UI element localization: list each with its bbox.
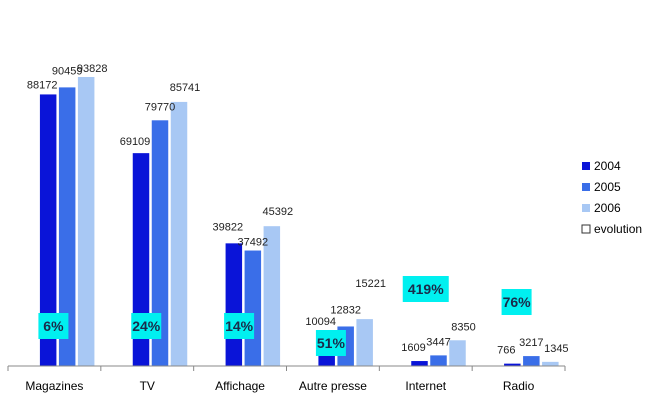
bar-radio-2006 xyxy=(542,361,559,366)
evolution-box xyxy=(501,289,532,315)
value-label: 12832 xyxy=(330,304,361,316)
value-label: 93828 xyxy=(77,63,108,75)
bar-tv-2005 xyxy=(151,120,169,366)
legend-label: 2004 xyxy=(594,159,621,173)
value-label: 10094 xyxy=(305,316,336,328)
evolution-box xyxy=(402,276,449,302)
value-label: 79770 xyxy=(145,101,176,113)
bar-internet-2004 xyxy=(411,361,428,366)
bar-internet-2006 xyxy=(449,340,466,366)
value-label: 88172 xyxy=(27,79,58,91)
evolution-label: 51% xyxy=(317,335,346,351)
evolution-box xyxy=(315,330,346,356)
legend-swatch xyxy=(582,183,590,191)
bars-layer xyxy=(39,77,559,366)
value-label: 85741 xyxy=(170,82,201,94)
category-label: Magazines xyxy=(25,379,83,393)
value-label: 69109 xyxy=(120,136,151,148)
legend-swatch xyxy=(582,162,590,170)
bar-tv-2006 xyxy=(170,101,188,366)
bar-affichage-2005 xyxy=(244,250,262,366)
evolution-labels-layer: 6% 24% 14% 51% 419% 76% xyxy=(38,276,532,356)
evolution-box xyxy=(224,313,255,339)
value-label: 3217 xyxy=(519,337,543,349)
value-label: 1609 xyxy=(401,342,425,354)
legend-swatch xyxy=(581,224,591,234)
evolution-label: 419% xyxy=(408,281,444,297)
category-label: Internet xyxy=(405,379,446,393)
bar-magazines-2004 xyxy=(39,94,57,366)
value-label: 1345 xyxy=(544,343,568,355)
legend-swatch xyxy=(582,204,590,212)
bar-magazines-2005 xyxy=(58,87,76,366)
bar-affichage-2004 xyxy=(225,243,243,366)
bar-radio-2005 xyxy=(523,356,540,366)
legend: 2004 2005 2006 evolution xyxy=(581,159,642,236)
legend-label: 2005 xyxy=(594,180,621,194)
value-label: 3447 xyxy=(426,336,450,348)
bar-radio-2004 xyxy=(504,363,521,366)
value-label: 8350 xyxy=(451,321,475,333)
value-label: 15221 xyxy=(355,278,386,290)
category-label: Affichage xyxy=(215,379,265,393)
category-label: Autre presse xyxy=(299,379,367,393)
bar-tv-2004 xyxy=(132,153,150,366)
evolution-box xyxy=(131,313,162,339)
value-label: 39822 xyxy=(213,221,244,233)
bar-autre-presse-2006 xyxy=(356,319,373,366)
bar-internet-2005 xyxy=(430,355,447,366)
value-label: 37492 xyxy=(238,237,269,249)
category-label: TV xyxy=(140,379,155,393)
category-label: Radio xyxy=(503,379,535,393)
evolution-label: 14% xyxy=(225,318,254,334)
legend-label: evolution xyxy=(594,222,642,236)
bar-magazines-2006 xyxy=(77,77,95,366)
x-axis: Magazines TV Affichage Autre presse Internet… xyxy=(7,365,566,393)
value-label: 90459 xyxy=(52,65,83,77)
evolution-box xyxy=(38,313,69,339)
legend-label: 2006 xyxy=(594,201,621,215)
bar-affichage-2006 xyxy=(263,226,281,366)
value-label: 766 xyxy=(497,345,515,357)
evolution-label: 6% xyxy=(43,318,64,334)
evolution-label: 24% xyxy=(132,318,161,334)
evolution-label: 76% xyxy=(503,294,532,310)
value-label: 45392 xyxy=(263,206,294,218)
